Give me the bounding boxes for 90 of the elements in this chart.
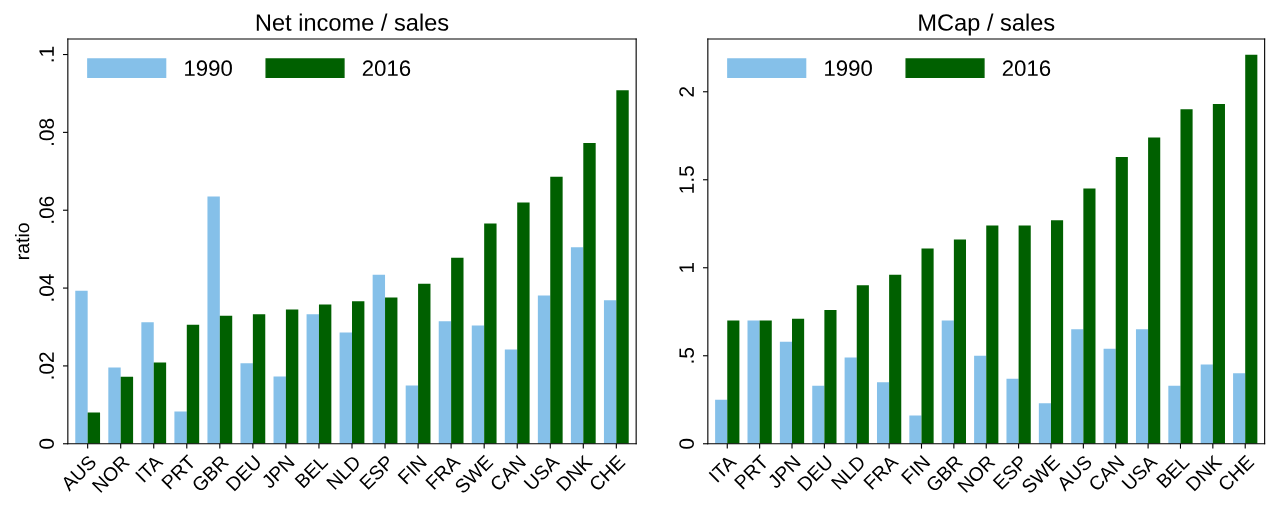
bar	[1115, 156, 1128, 444]
legend-label: 2016	[362, 60, 411, 77]
x-tick-label: FRA	[863, 454, 900, 490]
bar	[1245, 54, 1258, 444]
bar	[75, 290, 88, 444]
bar	[1038, 403, 1051, 444]
bar	[120, 376, 134, 444]
bar	[418, 283, 431, 444]
y-tick-label: 2	[679, 87, 694, 97]
bar	[306, 314, 319, 444]
bar	[141, 322, 154, 444]
bar	[1018, 225, 1031, 444]
bar	[207, 196, 220, 444]
legend-label: 1990	[185, 60, 232, 77]
bar	[876, 382, 890, 444]
bar	[747, 320, 760, 444]
bar	[504, 349, 518, 444]
bar	[273, 376, 286, 444]
bar	[240, 363, 253, 444]
bar	[405, 385, 419, 444]
legend-label: 2016	[1002, 60, 1051, 77]
x-tick-label: BEL	[294, 454, 329, 489]
bar	[108, 367, 121, 444]
bar	[451, 257, 464, 444]
y-tick-label: .5	[679, 347, 694, 363]
bar	[372, 274, 386, 444]
y-tick-label: .04	[39, 274, 54, 301]
legend-label: 1990	[825, 60, 872, 77]
bar	[759, 320, 772, 444]
bar	[1135, 329, 1149, 444]
bar	[1212, 104, 1225, 444]
bar	[824, 310, 837, 444]
bar	[1233, 373, 1246, 444]
bar	[603, 300, 617, 444]
bar	[1148, 137, 1161, 444]
x-tick-label: JPN	[260, 455, 295, 490]
bar	[1083, 188, 1096, 444]
bar	[715, 399, 728, 444]
bar	[438, 321, 452, 444]
bar	[174, 411, 187, 444]
bar	[517, 202, 530, 444]
bar	[792, 318, 805, 444]
y-tick-label: 1.5	[679, 166, 694, 193]
bar	[1168, 385, 1181, 444]
bar	[727, 320, 740, 444]
bar	[583, 142, 596, 444]
bar	[385, 297, 398, 444]
bar	[550, 176, 563, 444]
bar	[974, 355, 987, 444]
bar	[844, 357, 857, 444]
bar	[856, 285, 869, 444]
bar	[1071, 329, 1084, 444]
bar	[812, 385, 825, 444]
bar	[352, 301, 365, 444]
y-tick-label: 0	[39, 438, 54, 449]
bar	[153, 362, 167, 444]
y-tick-label: .06	[39, 196, 54, 223]
bar	[484, 223, 497, 444]
bar	[318, 304, 332, 444]
bar	[889, 274, 902, 444]
y-tick-label: .02	[39, 352, 54, 379]
bar	[219, 315, 233, 444]
chart-title: Net income / sales	[256, 13, 449, 31]
bar	[941, 320, 954, 444]
bar	[339, 332, 352, 444]
y-tick-label: .08	[39, 118, 54, 145]
bar	[537, 295, 551, 444]
chart-title: MCap / sales	[919, 13, 1055, 36]
bar	[87, 412, 101, 444]
bar	[471, 325, 485, 444]
y-tick-label: 1	[679, 262, 694, 272]
bar	[921, 248, 934, 444]
bar	[186, 324, 200, 444]
x-tick-label: FIN	[397, 455, 427, 485]
bar	[570, 247, 584, 444]
bar	[909, 415, 922, 444]
bar	[616, 90, 629, 444]
bar	[1200, 364, 1213, 444]
y-tick-label: 0	[679, 438, 694, 449]
bar	[285, 309, 299, 444]
bar	[252, 314, 266, 444]
bar	[1180, 109, 1193, 444]
bar	[1050, 220, 1064, 444]
y-tick-label: .1	[39, 46, 54, 62]
y-axis-title: ratio	[15, 223, 30, 259]
bar	[986, 225, 999, 444]
bar	[1006, 378, 1019, 444]
bar	[779, 341, 793, 444]
bar	[953, 239, 967, 444]
bar	[1103, 348, 1116, 444]
